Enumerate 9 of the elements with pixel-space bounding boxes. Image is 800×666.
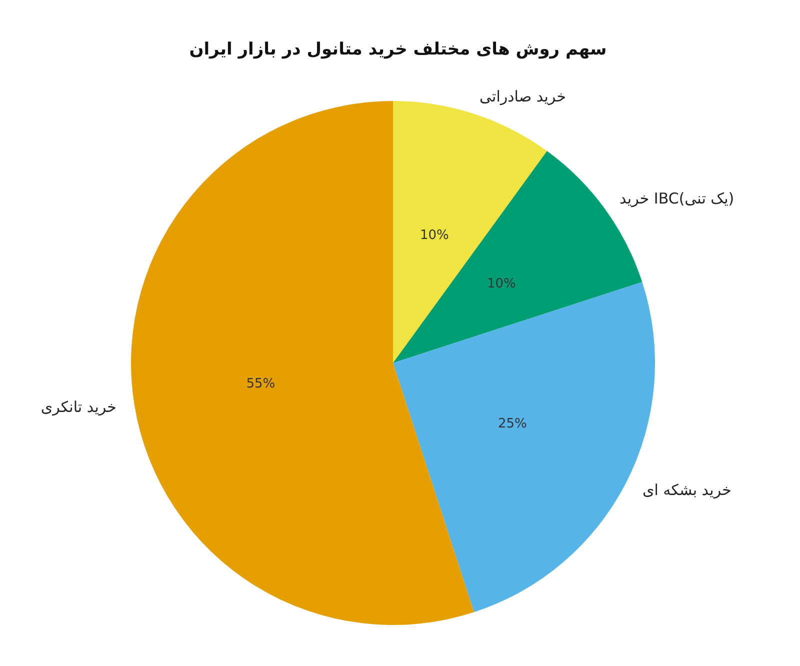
data-label: 10% [420, 228, 449, 244]
slice-label: خرید IBC(یک تنی) [620, 189, 734, 208]
slice-label: خرید تانکری [40, 398, 116, 416]
chart-title: سهم روش های مختلف خرید متانول در بازار ایران [189, 40, 607, 60]
data-label: 55% [246, 376, 276, 392]
slice-label: خرید صادراتی [480, 88, 566, 106]
slice-label: خرید بشکه ای [642, 481, 732, 500]
data-label: 10% [486, 276, 516, 292]
data-label: 25% [498, 416, 527, 432]
